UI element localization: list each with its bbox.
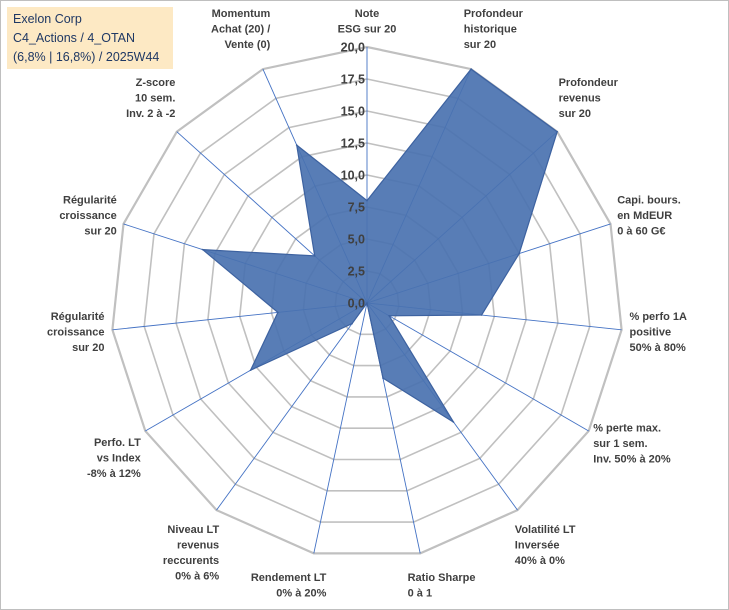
- series-point: [382, 377, 384, 379]
- period-label: (6,8% | 16,8%) / 2025W44: [13, 50, 160, 64]
- series-point: [480, 314, 483, 316]
- axis-label: Momentum Achat (20) / Vente (0): [211, 8, 271, 51]
- tick-label: 20,0: [341, 41, 365, 55]
- axis-spoke: [313, 302, 368, 554]
- tick-label: 0,0: [348, 297, 365, 311]
- series-point: [249, 369, 252, 372]
- tick-label: 17,5: [341, 73, 365, 87]
- axis-label: Perfo. LT vs Index -8% à 12%: [87, 437, 142, 480]
- series-point: [277, 311, 279, 314]
- axis-label: Profondeur revenus sur 20: [559, 77, 619, 120]
- axis-label: % perfo 1A positive 50% à 80%: [630, 311, 688, 354]
- tick-label: 15,0: [341, 105, 365, 119]
- tick-label: 12,5: [341, 137, 365, 151]
- series-point: [313, 255, 316, 257]
- axis-label: Z-score 10 sem. Inv. 2 à -2: [126, 77, 175, 120]
- tick-label: 5,0: [348, 233, 365, 247]
- series-point: [351, 322, 353, 325]
- series-point: [366, 199, 368, 202]
- series-point: [366, 302, 368, 304]
- tick-label: 7,5: [348, 201, 365, 215]
- tick-label: 10,0: [341, 169, 365, 183]
- series-point: [518, 252, 520, 255]
- axis-label: Niveau LT revenus reccurents 0% à 6%: [163, 524, 220, 583]
- radial-tick-labels: 0,0 2,5 5,0 7,5 10,0 12,5 15,0 17,5 20,0: [341, 41, 365, 311]
- grid-ring: [111, 45, 623, 555]
- series-point: [556, 130, 558, 133]
- series-point: [295, 144, 298, 146]
- axis-label: Note ESG sur 20: [338, 8, 397, 36]
- series-point: [470, 68, 472, 70]
- tick-label: 2,5: [348, 265, 365, 279]
- series-point: [452, 421, 455, 423]
- grid-ring: [143, 78, 591, 523]
- chart-title-box: Exelon Corp C4_Actions / 4_OTAN (6,8% | …: [7, 7, 173, 69]
- axis-spoke: [216, 302, 368, 511]
- axis-label: Profondeur historique sur 20: [464, 8, 524, 51]
- series-area: [200, 68, 558, 423]
- axis-label: % perte max. sur 1 sem. Inv. 50% à 20%: [593, 423, 671, 466]
- axis-label: Régularité croissance sur 20: [59, 195, 116, 238]
- axis-label: Capi. bours. en MdEUR 0 à 60 G€: [617, 195, 681, 238]
- axis-label: Volatilité LT Inversée 40% à 0%: [515, 524, 576, 567]
- axis-label: Régularité croissance sur 20: [47, 311, 104, 354]
- radar-series: [200, 68, 558, 423]
- axis-labels: Note ESG sur 20 Profondeur historique sur 20…: [47, 8, 687, 599]
- series-point: [201, 248, 204, 251]
- portfolio-label: C4_Actions / 4_OTAN: [13, 31, 136, 45]
- axis-spoke: [366, 302, 589, 432]
- series-point: [388, 315, 391, 317]
- axis-label: Rendement LT 0% à 20%: [251, 572, 327, 600]
- axis-label: Ratio Sharpe 0 à 1: [408, 572, 476, 600]
- company-name: Exelon Corp: [13, 12, 82, 26]
